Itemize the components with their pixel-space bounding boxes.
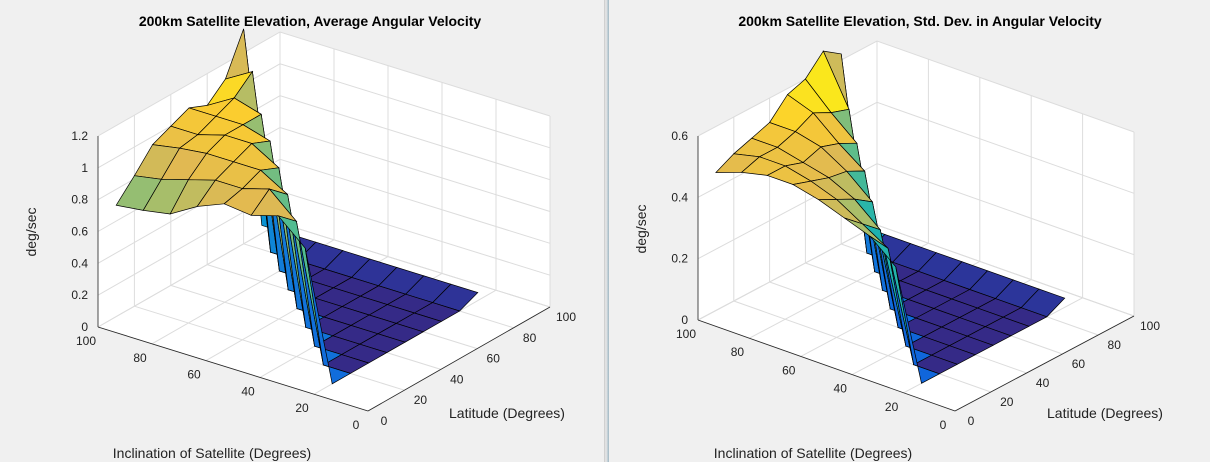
pane-divider[interactable] [604, 0, 609, 462]
z-tick-label: 0.6 [671, 129, 688, 143]
z-tick-label: 0.4 [671, 190, 688, 204]
z-axis-label: deg/sec [633, 204, 649, 253]
x-tick-label: 40 [241, 384, 255, 398]
z-tick-label: 0 [681, 313, 688, 327]
z-tick-label: 0.2 [671, 252, 688, 266]
y-axis-line [954, 315, 1135, 412]
surface-plot-std-dev-angular-velocity[interactable]: 200km Satellite Elevation, Std. Dev. in … [609, 0, 1210, 462]
x-tick-label: 20 [885, 400, 899, 414]
tick-labels: 0 0.2 0.4 0.6 100 80 60 40 20 0 0 20 40 60 80 100 [671, 129, 1160, 432]
x-tick-label: 40 [834, 382, 848, 396]
y-tick-label: 80 [523, 331, 537, 345]
x-axis-label: Inclination of Satellite (Degrees) [113, 445, 311, 461]
z-tick-label: 1 [81, 161, 88, 175]
y-tick-label: 100 [1140, 319, 1160, 333]
x-axis-line [697, 319, 956, 412]
y-tick-label: 80 [1108, 338, 1122, 352]
tick-labels: 0 0.2 0.4 0.6 0.8 1 1.2 100 80 60 40 20 0 0 20 40 60 80 10… [71, 129, 576, 432]
y-axis-label: Latitude (Degrees) [449, 405, 565, 421]
z-tick-label: 1.2 [71, 129, 88, 143]
y-tick-label: 60 [487, 352, 501, 366]
y-tick-label: 0 [381, 414, 388, 428]
surface [715, 50, 1066, 384]
z-tick-label: 0.2 [71, 288, 88, 302]
floor-gridline-y [134, 305, 405, 391]
x-tick-label: 80 [731, 345, 745, 359]
y-tick-label: 20 [1000, 395, 1014, 409]
y-tick-label: 40 [450, 372, 464, 386]
y-tick-label: 100 [556, 310, 576, 324]
x-tick-label: 80 [133, 351, 147, 365]
chart-title: 200km Satellite Elevation, Std. Dev. in … [738, 13, 1102, 29]
surface-plot-average-angular-velocity[interactable]: 200km Satellite Elevation, Average Angul… [0, 0, 604, 462]
y-tick-label: 60 [1072, 357, 1086, 371]
x-tick-label: 60 [782, 363, 796, 377]
y-axis-label: Latitude (Degrees) [1047, 405, 1163, 421]
z-tick-label: 0.4 [71, 256, 88, 270]
x-tick-label: 0 [940, 418, 947, 432]
z-tick-label: 0.8 [71, 193, 88, 207]
y-tick-label: 20 [414, 393, 428, 407]
z-axis-label: deg/sec [23, 207, 39, 256]
y-tick-label: 40 [1036, 376, 1050, 390]
x-tick-label: 60 [187, 368, 201, 382]
x-tick-label: 0 [353, 418, 360, 432]
figure-right: 200km Satellite Elevation, Std. Dev. in … [609, 0, 1210, 462]
x-axis-line [97, 326, 369, 412]
floor-gridline-y [733, 300, 991, 393]
x-tick-label: 100 [676, 327, 696, 341]
surface [115, 28, 479, 385]
x-tick-label: 100 [76, 334, 96, 348]
y-axis-line [367, 306, 551, 412]
z-tick-label: 0.6 [71, 225, 88, 239]
z-tick-label: 0 [81, 320, 88, 334]
figure-left: 200km Satellite Elevation, Average Angul… [0, 0, 604, 462]
x-tick-label: 20 [295, 401, 309, 415]
x-axis-label: Inclination of Satellite (Degrees) [714, 445, 912, 461]
surface-patch [304, 248, 352, 385]
chart-title: 200km Satellite Elevation, Average Angul… [139, 13, 482, 29]
y-tick-label: 0 [968, 414, 975, 428]
surface-patch [895, 266, 941, 384]
